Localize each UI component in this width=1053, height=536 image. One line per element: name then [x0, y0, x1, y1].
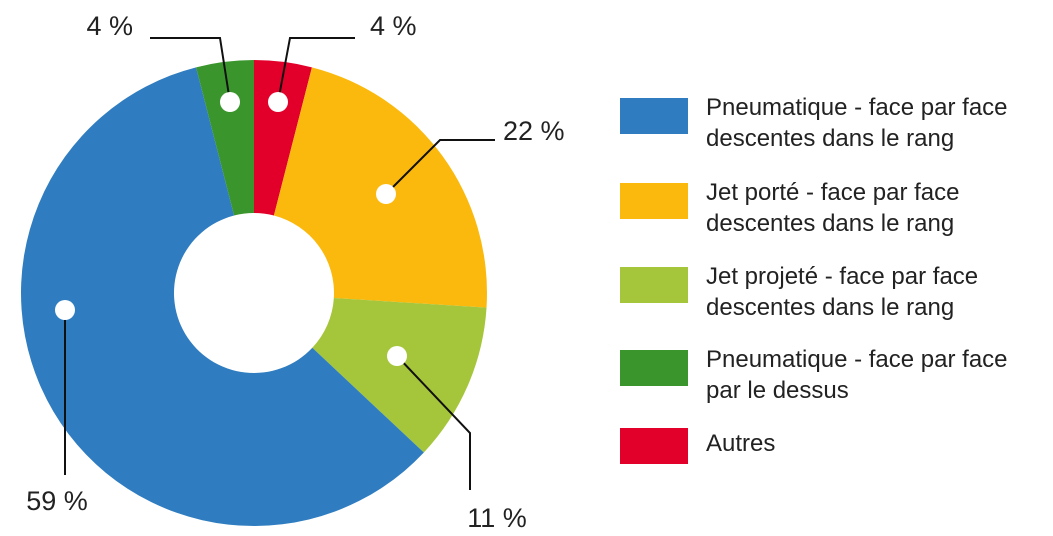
value-label: 22 %: [503, 116, 565, 146]
leader-dot: [387, 346, 407, 366]
leader-line: [277, 37, 355, 103]
donut-slice: [21, 67, 424, 526]
leader-line: [396, 355, 471, 490]
leader-line: [150, 37, 231, 103]
leader-dot: [376, 184, 396, 204]
legend-swatch: [620, 428, 688, 464]
donut-slice: [196, 60, 254, 216]
value-label: 11 %: [467, 503, 527, 533]
value-label: 4 %: [86, 11, 133, 41]
legend-swatch: [620, 267, 688, 303]
legend-label: Jet projeté - face par face descentes da…: [706, 263, 979, 321]
donut-slice: [312, 298, 487, 453]
legend-label: Pneumatique - face par face descentes da…: [706, 94, 1008, 152]
legend-swatch: [620, 350, 688, 386]
value-label: 4 %: [370, 11, 417, 41]
value-label: 59 %: [26, 486, 88, 516]
leader-dot: [55, 300, 75, 320]
leader-line: [385, 139, 495, 195]
legend-label: Pneumatique - face par face par le dessu…: [706, 346, 1008, 404]
leader-dot: [220, 92, 240, 112]
legend-swatch: [620, 98, 688, 134]
donut-slice: [254, 60, 312, 216]
legend-swatch: [620, 183, 688, 219]
legend-label: Jet porté - face par face descentes dans…: [706, 179, 960, 237]
legend-label: Autres: [706, 430, 776, 457]
leader-dot: [268, 92, 288, 112]
